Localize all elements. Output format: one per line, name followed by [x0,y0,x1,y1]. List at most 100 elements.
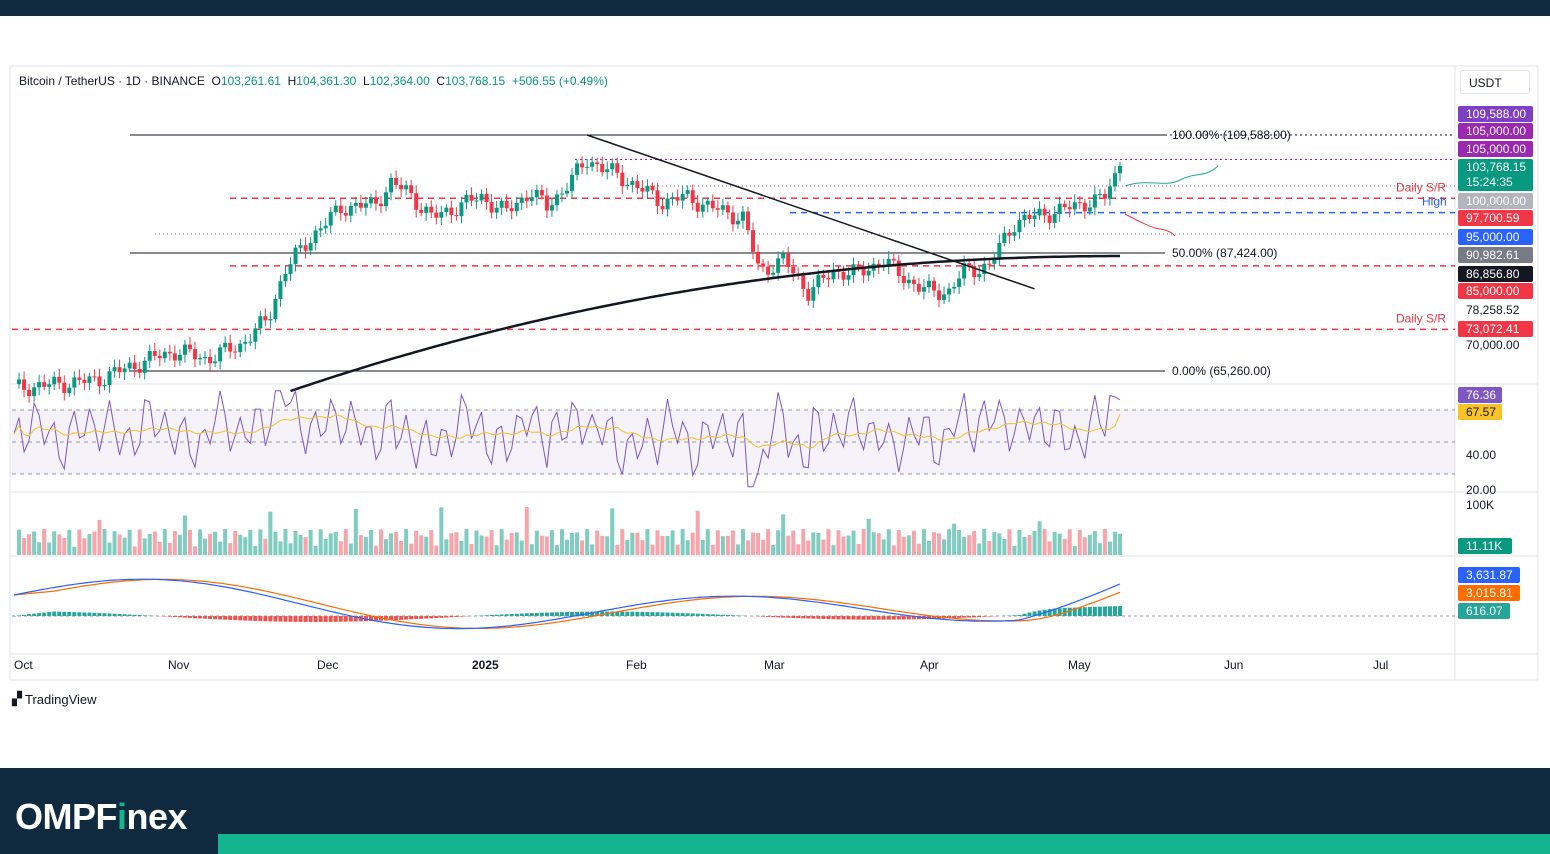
volume-bar [92,531,97,555]
candle-body [338,205,343,213]
volume-bar [333,532,338,555]
volume-bar [404,529,409,555]
volume-bar [293,530,298,555]
volume-bar [725,535,730,555]
macd-histogram-bar [333,616,338,622]
symbol-name: Bitcoin / TetherUS · 1D · BINANCE [19,74,205,88]
macd-histogram-bar [1082,607,1087,616]
volume-bar [177,534,182,555]
macd-histogram-bar [288,616,293,622]
x-axis-label: Jun [1224,658,1243,672]
price-badge-text: 90,982.61 [1466,248,1520,262]
macd-histogram-bar [836,616,841,620]
candle-body [112,367,117,372]
volume-bar [992,532,997,555]
volume-bar [1077,529,1082,555]
candle-body [368,197,373,204]
volume-bar [861,529,866,555]
candle-body [821,274,826,279]
candle-body [1012,232,1017,236]
candle-body [1097,193,1102,195]
macd-histogram-bar [600,611,605,616]
volume-bar [720,536,725,555]
price-chart-svg[interactable]: 100.00% (109,588.00) 50.00% (87,424.00) 0.… [0,0,1550,700]
candle-body [47,384,52,387]
macd-histogram-bar [715,614,720,616]
candle-body [730,212,735,225]
macd-histogram-bar [409,616,414,620]
volume-bar [625,539,630,555]
volume-bar [157,541,162,555]
volume-bar [107,542,112,555]
candle-body [921,287,926,292]
candle-body [318,228,323,231]
volume-bar [263,538,268,555]
candle-body [444,207,449,213]
chart-container[interactable] [10,66,1538,680]
volume-bar [580,540,585,555]
signal-badge-text: 3,015.81 [1466,586,1513,600]
candle-body [248,341,253,343]
price-badge [1458,229,1533,245]
volume-bar [308,529,313,555]
volume-bar [449,533,454,555]
macd-histogram-bar [258,616,263,622]
volume-bar [685,540,690,555]
volume-bar [781,514,786,555]
price-badge [1458,159,1533,191]
macd-histogram-bar [77,612,82,616]
macd-histogram-bar [871,616,876,620]
macd-histogram-bar [92,612,97,616]
price-badge-text: 105,000.00 [1466,142,1526,156]
candle-body [570,174,575,191]
volume-bar [600,535,605,555]
volume-bar [384,539,389,555]
macd-histogram-bar [881,616,886,620]
macd-histogram-bar [931,616,936,619]
tradingview-brand[interactable]: ▞ TradingView [12,691,97,707]
macd-histogram-bar [308,616,313,622]
candle-body [489,202,494,213]
volume-bar [740,529,745,555]
macd-histogram-bar [394,616,399,621]
volume-bar [1002,539,1007,555]
candle-body [967,263,972,267]
macd-histogram-bar [368,616,373,621]
macd-histogram-bar [962,616,967,618]
candle-body [1022,214,1027,221]
macd-histogram-bar [595,611,600,616]
price-badge [1458,106,1533,122]
macd-histogram-bar [615,611,620,616]
candle-body [670,197,675,199]
volume-bar [1022,537,1027,555]
volume-bar [409,543,414,555]
candle-body [700,204,705,212]
volume-bar [459,540,464,555]
volume-bar [982,529,987,555]
volume-bar [866,518,871,555]
macd-histogram-bar [122,614,127,616]
volume-bar [565,539,569,555]
macd-histogram-bar [1092,606,1097,616]
rsi-ma-badge [1458,404,1502,420]
candle-body [1092,194,1097,208]
candle-body [82,379,87,383]
volume-bar [1102,529,1107,555]
candle-body [283,273,288,282]
candle-body [982,263,987,275]
candle-body [132,362,137,369]
candle-body [1057,203,1062,214]
chart-frame [9,65,1539,681]
volume-bar [298,535,303,555]
volume-bar [1052,531,1057,555]
volume-bar [42,529,47,555]
macd-histogram-bar [735,615,740,616]
macd-histogram-bar [1012,615,1017,616]
macd-histogram-bar [223,616,228,620]
volume-bar [47,542,52,555]
macd-histogram-bar [771,616,776,618]
currency-selector[interactable]: USDT [1460,70,1530,94]
candle-body [303,245,308,251]
volume-bar [87,534,92,555]
macd-histogram-bar [82,612,87,616]
